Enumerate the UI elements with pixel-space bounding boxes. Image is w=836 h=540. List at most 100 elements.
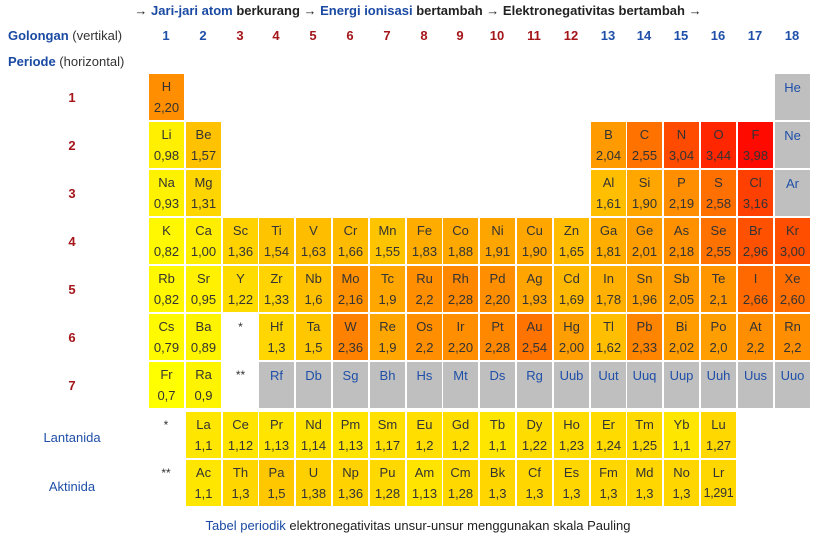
element-cell-i[interactable]: I 2,66 (738, 266, 773, 312)
element-cell-po[interactable]: Po 2,0 (701, 314, 736, 360)
element-cell-y[interactable]: Y 1,22 (223, 266, 258, 312)
element-cell-zr[interactable]: Zr 1,33 (259, 266, 294, 312)
element-cell-ac[interactable]: Ac 1,1 (186, 460, 221, 506)
element-cell-fr[interactable]: Fr 0,7 (149, 362, 184, 408)
element-cell-ho[interactable]: Ho 1,23 (554, 412, 589, 458)
element-cell-f[interactable]: F 3,98 (738, 122, 773, 168)
element-cell-se[interactable]: Se 2,55 (701, 218, 736, 264)
element-cell-nb[interactable]: Nb 1,6 (296, 266, 331, 312)
element-cell-pu[interactable]: Pu 1,28 (370, 460, 405, 506)
element-cell-o[interactable]: O 3,44 (701, 122, 736, 168)
element-cell-ds[interactable]: Ds (480, 362, 515, 408)
element-cell-mo[interactable]: Mo 2,16 (333, 266, 368, 312)
element-cell-es[interactable]: Es 1,3 (554, 460, 589, 506)
element-cell-s[interactable]: S 2,58 (701, 170, 736, 216)
element-cell-pm[interactable]: Pm 1,13 (333, 412, 368, 458)
element-cell-bi[interactable]: Bi 2,02 (664, 314, 699, 360)
element-cell-uuq[interactable]: Uuq (627, 362, 662, 408)
element-cell-h[interactable]: H 2,20 (149, 74, 184, 120)
element-cell-sr[interactable]: Sr 0,95 (186, 266, 221, 312)
element-cell-w[interactable]: W 2,36 (333, 314, 368, 360)
element-cell-rf[interactable]: Rf (259, 362, 294, 408)
element-cell-kr[interactable]: Kr 3,00 (775, 218, 810, 264)
element-cell-u[interactable]: U 1,38 (296, 460, 331, 506)
element-cell-pa[interactable]: Pa 1,5 (259, 460, 294, 506)
element-cell-am[interactable]: Am 1,13 (407, 460, 442, 506)
element-cell-mn[interactable]: Mn 1,55 (370, 218, 405, 264)
element-cell-rg[interactable]: Rg (517, 362, 552, 408)
element-cell-uus[interactable]: Uus (738, 362, 773, 408)
element-cell-fm[interactable]: Fm 1,3 (591, 460, 626, 506)
element-cell-ru[interactable]: Ru 2,2 (407, 266, 442, 312)
element-cell-co[interactable]: Co 1,88 (443, 218, 478, 264)
element-cell-tc[interactable]: Tc 1,9 (370, 266, 405, 312)
element-cell-be[interactable]: Be 1,57 (186, 122, 221, 168)
element-cell-ra[interactable]: Ra 0,9 (186, 362, 221, 408)
element-cell-bh[interactable]: Bh (370, 362, 405, 408)
element-cell-as[interactable]: As 2,18 (664, 218, 699, 264)
element-cell-ir[interactable]: Ir 2,20 (443, 314, 478, 360)
element-cell-cm[interactable]: Cm 1,28 (443, 460, 478, 506)
element-cell-lu[interactable]: Lu 1,27 (701, 412, 736, 458)
element-cell-uup[interactable]: Uup (664, 362, 699, 408)
element-cell-br[interactable]: Br 2,96 (738, 218, 773, 264)
element-cell-np[interactable]: Np 1,36 (333, 460, 368, 506)
element-cell-cl[interactable]: Cl 3,16 (738, 170, 773, 216)
element-cell-ar[interactable]: Ar (775, 170, 810, 216)
element-cell-sc[interactable]: Sc 1,36 (223, 218, 258, 264)
element-cell-th[interactable]: Th 1,3 (223, 460, 258, 506)
element-cell-cs[interactable]: Cs 0,79 (149, 314, 184, 360)
element-cell-sn[interactable]: Sn 1,96 (627, 266, 662, 312)
element-cell-db[interactable]: Db (296, 362, 331, 408)
element-cell-tm[interactable]: Tm 1,25 (627, 412, 662, 458)
element-cell-p[interactable]: P 2,19 (664, 170, 699, 216)
element-cell-at[interactable]: At 2,2 (738, 314, 773, 360)
element-cell-li[interactable]: Li 0,98 (149, 122, 184, 168)
element-cell-pb[interactable]: Pb 2,33 (627, 314, 662, 360)
element-cell-pr[interactable]: Pr 1,13 (259, 412, 294, 458)
element-cell-he[interactable]: He (775, 74, 810, 120)
element-cell-nd[interactable]: Nd 1,14 (296, 412, 331, 458)
element-cell-sb[interactable]: Sb 2,05 (664, 266, 699, 312)
element-cell-al[interactable]: Al 1,61 (591, 170, 626, 216)
element-cell-lr[interactable]: Lr 1,291 (701, 460, 736, 506)
element-cell-ta[interactable]: Ta 1,5 (296, 314, 331, 360)
element-cell-mt[interactable]: Mt (443, 362, 478, 408)
element-cell-pt[interactable]: Pt 2,28 (480, 314, 515, 360)
element-cell-no[interactable]: No 1,3 (664, 460, 699, 506)
element-cell-bk[interactable]: Bk 1,3 (480, 460, 515, 506)
element-cell-fe[interactable]: Fe 1,83 (407, 218, 442, 264)
element-cell-cf[interactable]: Cf 1,3 (517, 460, 552, 506)
element-cell-rh[interactable]: Rh 2,28 (443, 266, 478, 312)
atomic-radius-link[interactable]: Jari-jari atom (151, 3, 233, 18)
element-cell-ce[interactable]: Ce 1,12 (223, 412, 258, 458)
element-cell-uub[interactable]: Uub (554, 362, 589, 408)
element-cell-pd[interactable]: Pd 2,20 (480, 266, 515, 312)
element-cell-te[interactable]: Te 2,1 (701, 266, 736, 312)
element-cell-la[interactable]: La 1,1 (186, 412, 221, 458)
element-cell-ge[interactable]: Ge 2,01 (627, 218, 662, 264)
element-cell-n[interactable]: N 3,04 (664, 122, 699, 168)
element-cell-ag[interactable]: Ag 1,93 (517, 266, 552, 312)
element-cell-au[interactable]: Au 2,54 (517, 314, 552, 360)
element-cell-os[interactable]: Os 2,2 (407, 314, 442, 360)
element-cell-ba[interactable]: Ba 0,89 (186, 314, 221, 360)
element-cell-c[interactable]: C 2,55 (627, 122, 662, 168)
element-cell-re[interactable]: Re 1,9 (370, 314, 405, 360)
element-cell-mg[interactable]: Mg 1,31 (186, 170, 221, 216)
element-cell-ga[interactable]: Ga 1,81 (591, 218, 626, 264)
element-cell-xe[interactable]: Xe 2,60 (775, 266, 810, 312)
element-cell-cr[interactable]: Cr 1,66 (333, 218, 368, 264)
element-cell-zn[interactable]: Zn 1,65 (554, 218, 589, 264)
element-cell-sg[interactable]: Sg (333, 362, 368, 408)
element-cell-hg[interactable]: Hg 2,00 (554, 314, 589, 360)
element-cell-yb[interactable]: Yb 1,1 (664, 412, 699, 458)
element-cell-cd[interactable]: Cd 1,69 (554, 266, 589, 312)
element-cell-ni[interactable]: Ni 1,91 (480, 218, 515, 264)
element-cell-hs[interactable]: Hs (407, 362, 442, 408)
element-cell-dy[interactable]: Dy 1,22 (517, 412, 552, 458)
element-cell-md[interactable]: Md 1,3 (627, 460, 662, 506)
element-cell-na[interactable]: Na 0,93 (149, 170, 184, 216)
element-cell-in[interactable]: In 1,78 (591, 266, 626, 312)
element-cell-k[interactable]: K 0,82 (149, 218, 184, 264)
